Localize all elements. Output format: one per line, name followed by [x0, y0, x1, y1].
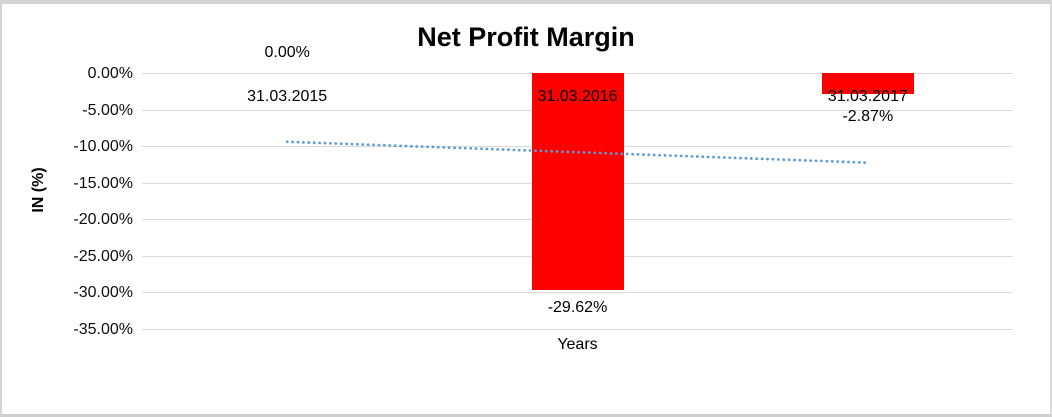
category-label: 31.03.2015 [247, 88, 328, 105]
category-label: 31.03.2016 [537, 88, 618, 105]
linear-trendline [285, 140, 870, 165]
bar-31.03.2016 [531, 73, 624, 290]
x-axis-title: Years [557, 336, 598, 353]
gridline [142, 329, 1013, 330]
y-tick-label: -15.00% [73, 174, 133, 192]
chart-title: Net Profit Margin [417, 22, 635, 52]
data-label: -29.62% [547, 298, 608, 316]
gridline [142, 292, 1013, 294]
plot-area: 31.03.2015 31.03.2016 31.03.2017 0.00% -29.6… [142, 44, 1013, 330]
y-tick-label: 0.00% [87, 65, 133, 82]
y-tick-label: -5.00% [82, 101, 133, 119]
y-tick-label: -20.00% [73, 211, 133, 229]
data-label: -2.87% [842, 108, 894, 125]
bar-31.03.2017 [821, 73, 914, 94]
y-tick-label: -35.00% [73, 321, 133, 338]
category-label: 31.03.2017 [827, 88, 908, 105]
y-tick-label: -30.00% [73, 284, 133, 302]
data-label: 0.00% [264, 44, 310, 61]
y-tick-label: -25.00% [73, 247, 133, 265]
y-tick-label: -10.00% [73, 138, 133, 156]
